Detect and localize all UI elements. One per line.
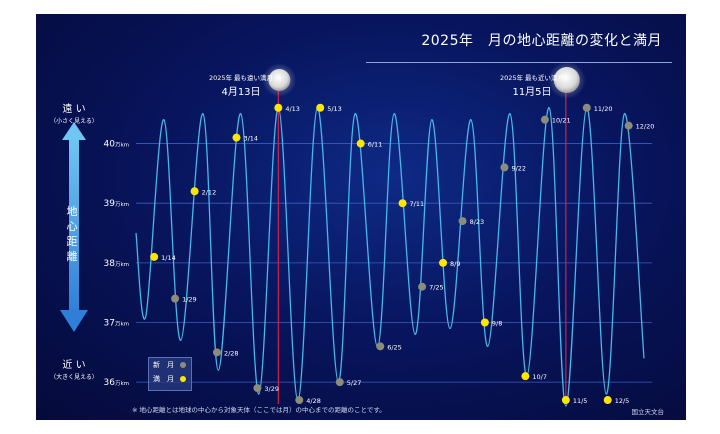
y-tick-unit: 万km bbox=[115, 261, 129, 268]
distance-arrow bbox=[60, 122, 88, 332]
footnote: ※ 地心距離とは地球の中心から対象天体（ここでは月）の中心までの距離のことです。 bbox=[132, 406, 386, 414]
vertical-char: 地 bbox=[66, 205, 78, 218]
new-moon-point-label: 9/22 bbox=[511, 164, 526, 172]
full-moon-point-label: 8/9 bbox=[450, 260, 460, 268]
new-moon-point-label: 4/28 bbox=[306, 397, 321, 405]
full-moon-swatch bbox=[180, 376, 186, 382]
far-label-text: 遠 い bbox=[62, 104, 86, 115]
y-tick-label: 38万km bbox=[104, 259, 130, 269]
near-label-text: 近 い bbox=[62, 360, 86, 371]
new-moon-point-label: 3/29 bbox=[264, 385, 279, 393]
nearest-full-moon-callout: 2025年 最も近い満月 11月5日 bbox=[477, 72, 587, 98]
chart-panel: 40万km 39万km 38万km 37万km 36万km 1/29 2/28 3/29 4/… bbox=[36, 14, 686, 420]
far-label: 遠 い （小さく見える） bbox=[46, 100, 102, 125]
new-moon-point-label: 1/29 bbox=[182, 296, 197, 304]
new-moon-point bbox=[582, 103, 591, 112]
full-moon-point-label: 5/13 bbox=[327, 105, 342, 113]
full-moon-point-label: 7/11 bbox=[410, 200, 425, 208]
new-moon-point-label: 5/27 bbox=[347, 379, 362, 387]
new-moon-point bbox=[253, 384, 262, 393]
near-label: 近 い （大きく見える） bbox=[46, 356, 102, 381]
full-moon-point bbox=[232, 133, 241, 142]
y-tick-unit: 万km bbox=[115, 380, 129, 387]
new-moon-point bbox=[500, 163, 509, 172]
moon-icon bbox=[268, 69, 291, 91]
full-moon-point bbox=[398, 199, 407, 208]
y-tick-label: 39万km bbox=[104, 199, 130, 209]
title-underline bbox=[366, 62, 672, 63]
y-tick-label: 40万km bbox=[104, 140, 130, 150]
new-moon-point bbox=[540, 115, 549, 124]
new-moon-point bbox=[171, 294, 180, 303]
full-moon-point bbox=[439, 258, 448, 267]
full-moon-point-label: 3/14 bbox=[243, 135, 258, 143]
full-moon-point-label: 1/14 bbox=[161, 254, 176, 262]
y-tick-unit: 万km bbox=[115, 320, 129, 327]
y-tick-unit: 万km bbox=[115, 142, 129, 149]
full-moon-point-label: 2/12 bbox=[202, 188, 217, 196]
new-moon-point-label: 7/25 bbox=[429, 284, 444, 292]
full-moon-point bbox=[603, 396, 612, 405]
new-moon-point bbox=[295, 396, 304, 405]
legend-new-moon: 新 月 bbox=[149, 358, 191, 372]
new-moon-point bbox=[212, 348, 221, 357]
y-tick-label: 37万km bbox=[104, 318, 130, 328]
distance-chart: 40万km 39万km 38万km 37万km 36万km 1/29 2/28 3/29 4/… bbox=[60, 61, 655, 407]
vertical-char: 距 bbox=[66, 235, 78, 248]
nearest-caption: 2025年 最も近い満月 bbox=[499, 74, 565, 82]
full-moon-point-label: 6/11 bbox=[368, 141, 383, 149]
vertical-char: 心 bbox=[66, 220, 78, 233]
legend-full-moon: 満 月 bbox=[149, 372, 191, 386]
nearest-date: 11月5日 bbox=[512, 87, 552, 98]
farthest-caption: 2025年 最も遠い満月 bbox=[208, 74, 274, 82]
full-moon-point bbox=[480, 318, 489, 327]
vertical-char: 離 bbox=[66, 250, 78, 263]
new-moon-point bbox=[418, 282, 427, 291]
full-moon-point bbox=[316, 103, 325, 112]
moon-icon bbox=[553, 67, 580, 93]
full-moon-point bbox=[190, 187, 199, 196]
new-moon-swatch bbox=[180, 362, 186, 368]
new-moon-point-label: 11/20 bbox=[594, 105, 613, 113]
new-moon-point bbox=[376, 342, 385, 351]
full-moon-point-label: 12/5 bbox=[615, 397, 630, 405]
new-moon-point bbox=[458, 217, 467, 226]
new-moon-point-label: 2/28 bbox=[224, 349, 239, 357]
farthest-full-moon-callout: 2025年 最も遠い満月 4月13日 bbox=[186, 72, 296, 98]
full-moon-point bbox=[274, 103, 283, 112]
vertical-axis-label: 地 心 距 離 bbox=[64, 204, 80, 264]
new-moon-point bbox=[624, 121, 633, 130]
new-moon-point-label: 6/25 bbox=[387, 343, 402, 351]
y-tick-label: 36万km bbox=[104, 378, 130, 388]
credit: 国立天文台 bbox=[631, 408, 665, 416]
full-moon-point bbox=[150, 252, 159, 261]
near-label-sub: （大きく見える） bbox=[50, 374, 98, 381]
full-moon-point bbox=[356, 139, 365, 148]
full-moon-point bbox=[561, 396, 570, 405]
legend: 新 月 満 月 bbox=[148, 357, 192, 391]
new-moon-point bbox=[335, 378, 344, 387]
full-moon-point-label: 9/8 bbox=[492, 319, 502, 327]
distance-curve bbox=[135, 107, 645, 407]
new-moon-point-label: 8/23 bbox=[470, 218, 485, 226]
chart-title: 2025年 月の地心距離の変化と満月 bbox=[421, 33, 662, 49]
y-tick-unit: 万km bbox=[115, 201, 129, 208]
new-moon-point-label: 10/21 bbox=[552, 117, 571, 125]
full-moon-point bbox=[521, 372, 530, 381]
full-moon-point-label: 10/7 bbox=[532, 373, 547, 381]
far-label-sub: （小さく見える） bbox=[50, 118, 98, 125]
legend-new-moon-label: 新 月 bbox=[153, 361, 174, 369]
farthest-date: 4月13日 bbox=[221, 87, 261, 98]
full-moon-point-label: 4/13 bbox=[285, 105, 300, 113]
full-moon-point-label: 11/5 bbox=[573, 397, 588, 405]
legend-full-moon-label: 満 月 bbox=[153, 375, 174, 383]
new-moon-point-label: 12/20 bbox=[636, 123, 655, 131]
